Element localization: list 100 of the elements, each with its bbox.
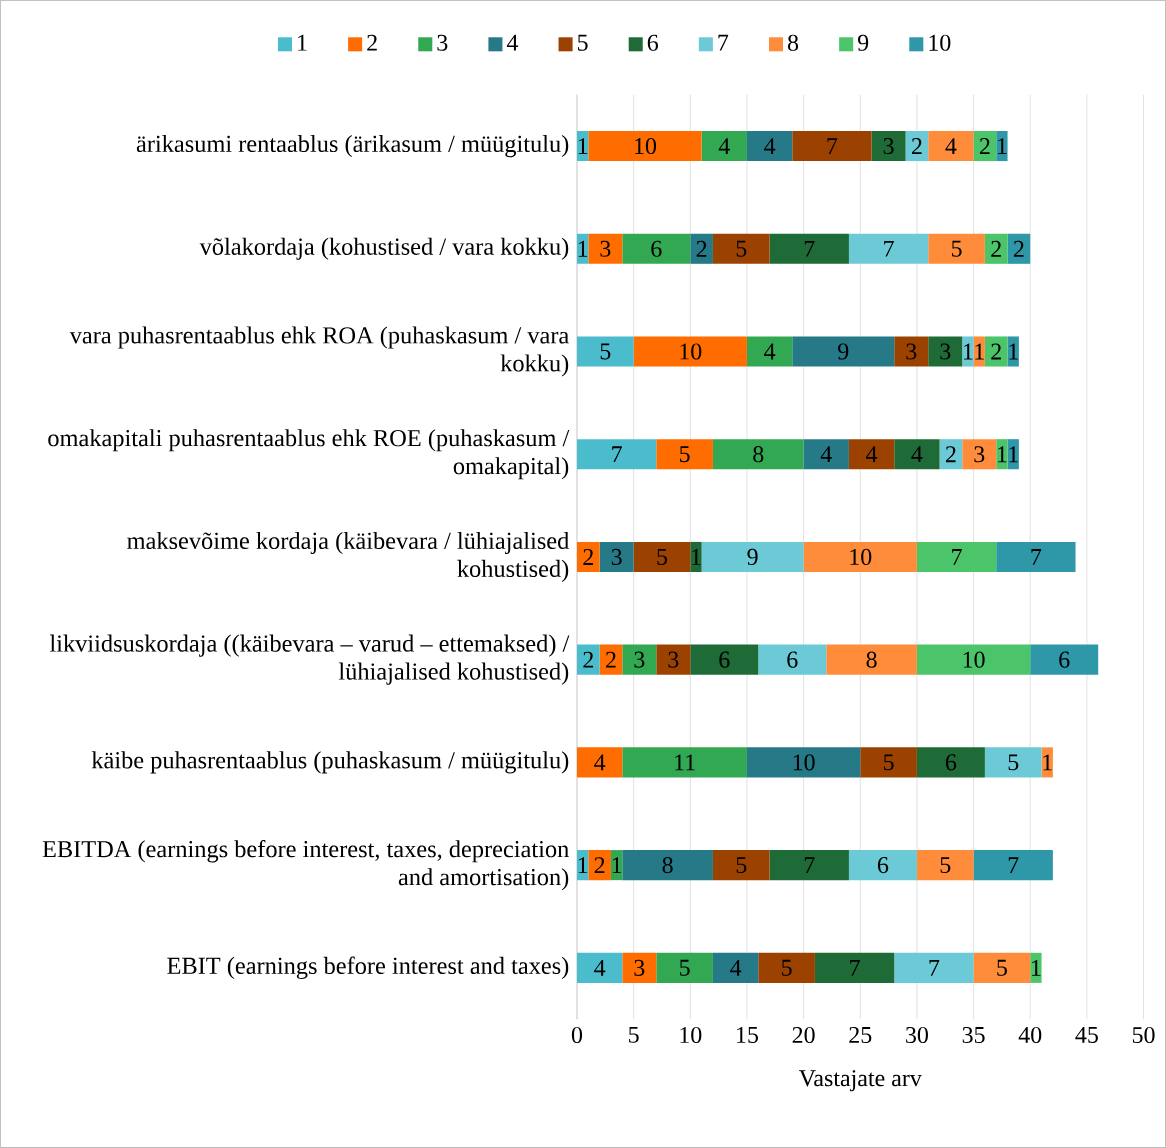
data-label: 7 xyxy=(1008,857,1019,873)
data-label: 7 xyxy=(1031,549,1042,565)
data-label: 2 xyxy=(911,138,922,155)
bar xyxy=(576,952,623,983)
data-label: 7 xyxy=(850,960,860,976)
data-label: 5 xyxy=(736,857,747,874)
bar xyxy=(690,644,759,675)
bar xyxy=(588,850,611,881)
data-label: 8 xyxy=(866,651,877,668)
bar xyxy=(712,233,770,264)
bar xyxy=(633,541,691,573)
data-label: 3 xyxy=(634,959,645,976)
bar xyxy=(599,644,623,675)
data-label: 10 xyxy=(635,137,657,155)
bar xyxy=(576,336,634,367)
bar xyxy=(916,850,974,881)
bar xyxy=(962,336,974,367)
data-label: 5 xyxy=(951,240,962,257)
bar xyxy=(690,541,702,573)
bar xyxy=(588,233,623,264)
bar xyxy=(622,952,657,983)
data-label: 1 xyxy=(1009,343,1018,360)
bar xyxy=(848,233,929,264)
bar xyxy=(701,541,804,573)
data-label: 1 xyxy=(578,138,588,154)
data-label: 6 xyxy=(719,651,730,668)
data-label: 1 xyxy=(998,446,1007,463)
bar xyxy=(996,131,1008,162)
x-tick-label: 0 xyxy=(571,1026,583,1044)
bar xyxy=(712,850,770,881)
bar xyxy=(656,952,713,983)
bar xyxy=(576,439,657,470)
data-label: 1 xyxy=(1031,959,1041,976)
bar xyxy=(814,952,895,983)
bar xyxy=(792,336,895,367)
data-label: 11 xyxy=(675,754,695,771)
bar xyxy=(769,233,849,264)
legend-label: 2 xyxy=(367,34,377,51)
x-tick-label: 25 xyxy=(849,1026,872,1044)
bar xyxy=(973,952,1031,983)
data-label: 6 xyxy=(877,857,889,874)
bar xyxy=(712,439,804,470)
data-label: 5 xyxy=(600,343,611,360)
bar xyxy=(792,131,872,162)
data-label: 9 xyxy=(747,548,758,566)
data-label: 3 xyxy=(634,651,645,668)
data-label: 7 xyxy=(612,446,622,463)
bar xyxy=(712,952,759,983)
bar xyxy=(916,541,997,573)
bar xyxy=(576,644,600,675)
data-label: 10 xyxy=(680,343,702,360)
bar xyxy=(848,439,895,470)
data-label: 3 xyxy=(883,138,894,155)
bar xyxy=(973,336,985,367)
data-label: 4 xyxy=(911,446,923,463)
data-label: 10 xyxy=(793,754,815,771)
bar xyxy=(622,850,713,881)
data-label: 9 xyxy=(838,343,849,360)
bar xyxy=(894,336,929,367)
bar xyxy=(848,850,917,881)
bar xyxy=(1030,644,1099,675)
data-label: 7 xyxy=(804,857,815,873)
bar xyxy=(622,747,747,778)
data-label: 7 xyxy=(827,138,838,154)
legend-label: 4 xyxy=(506,34,519,51)
bar xyxy=(916,644,1031,675)
legend-label: 5 xyxy=(577,34,588,51)
data-label: 5 xyxy=(657,549,668,565)
bar xyxy=(656,439,713,470)
bar xyxy=(996,541,1076,573)
bar xyxy=(656,644,691,675)
bar xyxy=(758,952,815,983)
data-label: 6 xyxy=(945,754,957,771)
data-label: 5 xyxy=(680,446,690,463)
data-label: 4 xyxy=(730,959,742,976)
bar xyxy=(928,336,963,367)
data-label: 3 xyxy=(668,651,679,668)
bar xyxy=(803,439,849,470)
bar xyxy=(701,131,747,162)
bar xyxy=(1007,336,1019,367)
data-label: 4 xyxy=(764,343,776,360)
legend-label: 6 xyxy=(647,34,659,51)
data-label: 4 xyxy=(820,446,832,463)
y-tick-label: omakapitali puhasrentaablus ehk ROE (puhaskasum / omakapital) xyxy=(48,429,570,480)
bar xyxy=(928,131,974,162)
bar xyxy=(746,131,793,162)
data-label: 7 xyxy=(952,549,962,565)
data-label: 2 xyxy=(1013,240,1024,257)
legend-label: 1 xyxy=(298,34,307,51)
bar xyxy=(576,541,600,573)
bar xyxy=(984,747,1042,778)
data-label: 4 xyxy=(594,754,606,771)
data-label: 2 xyxy=(594,857,605,874)
data-label: 7 xyxy=(804,240,815,257)
bar xyxy=(690,233,713,264)
data-label: 4 xyxy=(718,138,730,154)
x-tick-label: 30 xyxy=(906,1026,928,1044)
bar xyxy=(894,439,940,470)
bar xyxy=(633,336,747,367)
data-label: 2 xyxy=(583,549,593,565)
